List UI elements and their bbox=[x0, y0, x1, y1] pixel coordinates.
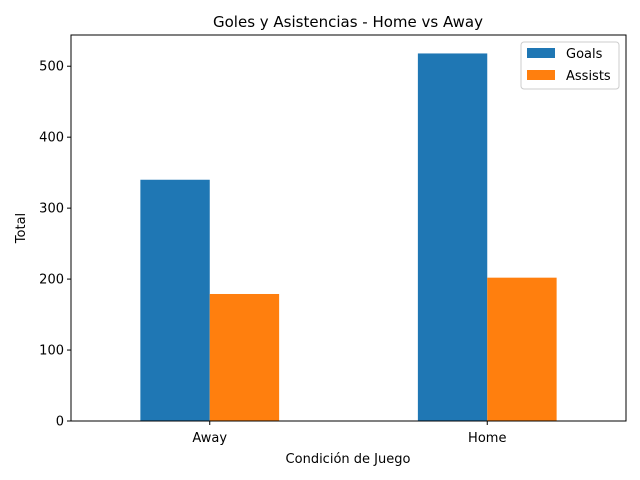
y-tick-label: 500 bbox=[39, 60, 64, 75]
y-tick-label: 0 bbox=[56, 415, 64, 430]
legend-label-assists: Assists bbox=[566, 69, 611, 84]
legend: Goals Assists bbox=[520, 41, 620, 90]
legend-swatch-goals bbox=[527, 48, 555, 58]
y-axis-label: Total bbox=[14, 213, 29, 244]
y-tick-label: 100 bbox=[39, 344, 64, 359]
bar-assists-away bbox=[209, 293, 280, 421]
bars-layer bbox=[140, 53, 557, 422]
y-tick-label: 200 bbox=[39, 273, 64, 288]
x-tick-label: Away bbox=[192, 431, 227, 446]
y-tick-label: 300 bbox=[39, 202, 64, 217]
x-tick-label: Home bbox=[468, 431, 506, 446]
bar-goals-home bbox=[417, 53, 488, 422]
plot-frame bbox=[70, 34, 627, 422]
legend-entries: Goals Assists bbox=[527, 47, 611, 84]
bar-assists-home bbox=[487, 277, 557, 421]
legend-swatch-assists bbox=[527, 70, 555, 80]
bar-goals-away bbox=[140, 179, 210, 421]
y-axis: 0 100 200 300 400 500 bbox=[39, 60, 71, 430]
legend-label-goals: Goals bbox=[566, 47, 603, 62]
x-axis: Away Home bbox=[192, 421, 506, 446]
x-axis-label: Condición de Juego bbox=[286, 452, 411, 467]
chart-title: Goles y Asistencias - Home vs Away bbox=[213, 13, 483, 31]
y-tick-label: 400 bbox=[39, 131, 64, 146]
